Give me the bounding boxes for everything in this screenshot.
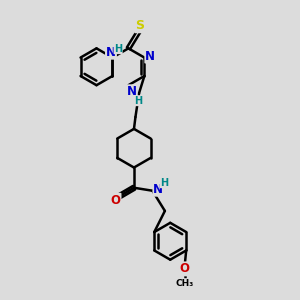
Text: N: N <box>127 85 136 98</box>
Text: O: O <box>110 194 121 207</box>
Text: O: O <box>179 262 189 275</box>
Text: H: H <box>114 44 122 54</box>
Text: H: H <box>134 96 142 106</box>
Text: CH₃: CH₃ <box>176 279 194 288</box>
Text: H: H <box>160 178 168 188</box>
Text: N: N <box>145 50 155 63</box>
Text: N: N <box>106 46 116 59</box>
Text: S: S <box>135 19 144 32</box>
Text: N: N <box>153 183 163 196</box>
